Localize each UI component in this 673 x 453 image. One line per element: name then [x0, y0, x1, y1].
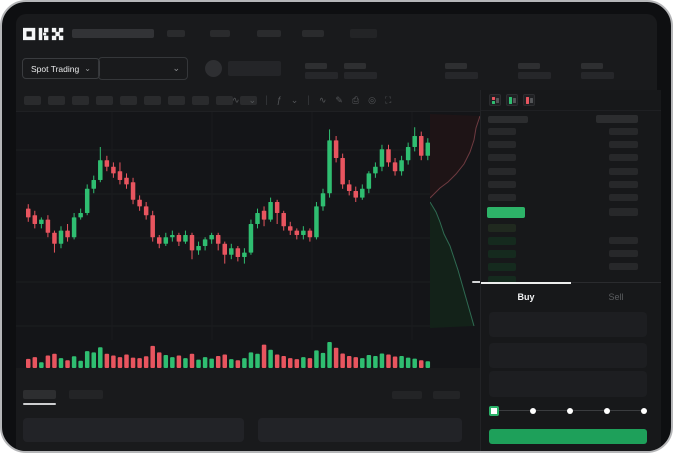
nav-item-4[interactable]	[302, 30, 324, 37]
bid-row[interactable]	[488, 276, 516, 284]
timeframe-button[interactable]	[216, 96, 233, 105]
active-tab-indicator	[481, 282, 571, 284]
chart-toolbar-icons: ∿ ⌄ | ƒ ⌄ | ∿ ✎ ⎙ ◎ ⛶	[232, 91, 391, 109]
bottom-tab-1[interactable]	[23, 390, 56, 399]
market-type-label: Spot Trading	[31, 63, 80, 74]
bid-row-value[interactable]	[609, 250, 638, 257]
ask-row[interactable]	[488, 194, 516, 201]
bottom-tab-active-indicator	[23, 403, 56, 405]
trade-tabs: Buy Sell	[481, 282, 661, 310]
pair-dropdown[interactable]: ⌄	[98, 57, 188, 80]
ask-row-value[interactable]	[609, 141, 638, 149]
slider-stop-50[interactable]	[567, 407, 573, 414]
slider-stop-75[interactable]	[604, 407, 610, 414]
asks-only-icon[interactable]	[523, 94, 535, 106]
timeframe-button[interactable]	[24, 96, 41, 105]
ask-row-value[interactable]	[609, 154, 638, 162]
indicator-icon[interactable]: ƒ	[276, 95, 282, 105]
timeframe-button[interactable]	[48, 96, 65, 105]
combined-book-icon[interactable]	[489, 94, 501, 106]
ask-row[interactable]	[488, 167, 516, 175]
tab-sell[interactable]: Sell	[608, 291, 624, 302]
volume-chart	[26, 342, 431, 368]
ticker-stat-1	[305, 63, 338, 79]
ticker-stat-3	[445, 63, 478, 79]
ask-row-value[interactable]	[609, 167, 638, 175]
ask-row[interactable]	[488, 128, 516, 135]
buy-submit-button[interactable]	[489, 429, 647, 444]
total-input[interactable]	[489, 371, 647, 397]
nav-item-2[interactable]	[210, 30, 230, 37]
nav-item-3[interactable]	[257, 30, 281, 37]
toolbar-divider: |	[307, 94, 310, 106]
order-book-panel: Buy Sell	[480, 90, 661, 451]
bid-row-value[interactable]	[609, 263, 638, 270]
tab-buy[interactable]: Buy	[481, 282, 571, 310]
chart-style-chevron-icon[interactable]: ⌄	[248, 94, 257, 105]
bids-only-icon[interactable]	[506, 94, 518, 106]
bid-row-value[interactable]	[609, 237, 638, 244]
chart-style-icon[interactable]: ∿	[232, 94, 240, 105]
slider-stop-25[interactable]	[530, 407, 536, 414]
timeframe-button[interactable]	[168, 96, 185, 105]
toolbar-divider	[16, 111, 480, 112]
market-type-dropdown[interactable]: Spot Trading ⌄	[22, 58, 100, 79]
amount-slider[interactable]	[489, 404, 649, 418]
ticker-stat-2	[344, 63, 377, 79]
ticker-stat-4	[518, 63, 551, 79]
orderbook-header-right	[596, 115, 638, 123]
timeframe-button[interactable]	[96, 96, 113, 105]
current-price-marker	[472, 281, 481, 283]
timeframe-button[interactable]	[144, 96, 161, 105]
order-book-divider	[481, 110, 661, 111]
price-input[interactable]	[489, 312, 647, 337]
ticker-stat-5	[581, 63, 614, 79]
bid-row[interactable]	[488, 250, 516, 258]
ask-row[interactable]	[488, 180, 516, 188]
timeframe-button[interactable]	[72, 96, 89, 105]
bottom-tab-2[interactable]	[69, 390, 103, 399]
amount-input[interactable]	[489, 343, 647, 368]
bid-row[interactable]	[488, 237, 516, 245]
candlestick-chart[interactable]	[16, 112, 430, 340]
fullscreen-icon[interactable]: ⛶	[385, 94, 392, 105]
nav-search-placeholder[interactable]	[72, 29, 154, 38]
current-price-badge[interactable]	[487, 207, 525, 218]
bottom-action-2[interactable]	[433, 391, 460, 399]
chevron-down-icon: ⌄	[172, 63, 180, 73]
timeframe-button[interactable]	[192, 96, 209, 105]
bid-row[interactable]	[488, 224, 516, 232]
timeframe-button[interactable]	[240, 96, 257, 105]
bottom-action-1[interactable]	[392, 391, 422, 399]
slider-handle[interactable]	[489, 405, 499, 416]
ask-row-value[interactable]	[609, 128, 638, 135]
toolbar-divider: |	[265, 94, 268, 106]
indicator-chevron-icon[interactable]: ⌄	[290, 94, 299, 105]
timeframe-button[interactable]	[120, 96, 137, 105]
history-panel-placeholder[interactable]	[258, 418, 462, 442]
orders-panel-placeholder[interactable]	[23, 418, 244, 442]
ask-row[interactable]	[488, 141, 516, 149]
orderbook-header-left	[488, 116, 528, 123]
current-price-value	[609, 208, 638, 216]
pair-name-placeholder	[228, 61, 281, 76]
line-tool-icon[interactable]: ∿	[318, 94, 327, 105]
ask-row-value[interactable]	[609, 180, 638, 188]
okx-logo[interactable]	[23, 27, 65, 41]
bid-row[interactable]	[488, 263, 516, 271]
chart-area[interactable]	[16, 112, 480, 368]
slider-stop-100[interactable]	[641, 407, 647, 414]
ask-row-value[interactable]	[609, 194, 638, 201]
settings-icon[interactable]: ◎	[368, 94, 377, 105]
depth-chart	[430, 114, 480, 328]
chevron-down-icon: ⌄	[84, 64, 91, 73]
nav-item-5[interactable]	[350, 29, 377, 38]
screenshot-icon[interactable]: ⎙	[351, 94, 360, 105]
ask-row[interactable]	[488, 154, 516, 162]
draw-tool-icon[interactable]: ✎	[335, 94, 343, 105]
pair-coin-avatar	[205, 60, 222, 77]
nav-item-1[interactable]	[167, 30, 185, 37]
